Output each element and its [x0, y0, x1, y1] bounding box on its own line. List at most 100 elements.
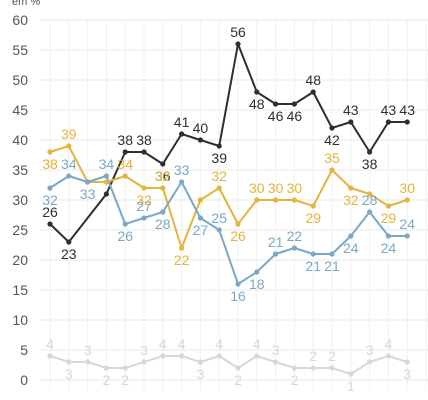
data-label: 46	[287, 108, 303, 124]
data-label: 40	[193, 120, 209, 136]
grid	[40, 19, 428, 390]
data-point	[385, 353, 391, 359]
data-label: 30	[287, 180, 303, 196]
data-point	[348, 119, 354, 125]
y-tick-label: 5	[20, 342, 28, 358]
data-label: 23	[61, 246, 77, 262]
data-point	[160, 353, 166, 359]
data-label: 34	[99, 156, 115, 172]
data-label: 33	[174, 162, 190, 178]
data-label: 30	[249, 180, 265, 196]
data-label: 1	[347, 378, 355, 394]
data-point	[141, 215, 147, 221]
data-label: 4	[159, 336, 167, 352]
data-label: 39	[211, 150, 227, 166]
unit-label: em %	[12, 0, 40, 8]
data-label: 4	[46, 336, 54, 352]
data-label: 28	[362, 192, 378, 208]
data-label: 46	[268, 108, 284, 124]
data-label: 4	[253, 336, 261, 352]
data-label: 29	[305, 210, 321, 226]
data-point	[216, 185, 222, 191]
data-label: 34	[61, 156, 77, 172]
y-tick-label: 25	[12, 222, 28, 238]
data-point	[348, 185, 354, 191]
data-label: 48	[305, 72, 321, 88]
data-point	[404, 233, 410, 239]
data-point	[103, 179, 109, 185]
data-point	[47, 353, 53, 359]
data-point	[273, 251, 279, 257]
data-point	[160, 161, 166, 167]
data-label: 43	[343, 102, 359, 118]
y-tick-label: 15	[12, 282, 28, 298]
data-point	[385, 203, 391, 209]
data-label: 3	[403, 366, 411, 382]
data-point	[235, 281, 241, 287]
data-point	[367, 359, 373, 365]
data-point	[329, 365, 335, 371]
data-label: 4	[215, 336, 223, 352]
data-point	[235, 41, 241, 47]
data-point	[310, 203, 316, 209]
data-label: 24	[343, 240, 359, 256]
data-label: 21	[268, 234, 284, 250]
data-label: 29	[381, 210, 397, 226]
data-point	[291, 197, 297, 203]
data-point	[235, 221, 241, 227]
data-label: 26	[230, 228, 246, 244]
data-point	[179, 179, 185, 185]
y-tick-label: 10	[12, 312, 28, 328]
data-label: 43	[381, 102, 397, 118]
data-point	[197, 215, 203, 221]
data-label: 27	[136, 198, 152, 214]
data-point	[310, 251, 316, 257]
data-point	[329, 125, 335, 131]
data-point	[254, 89, 260, 95]
data-label: 3	[65, 366, 73, 382]
data-label: 3	[140, 342, 148, 358]
data-point	[273, 101, 279, 107]
data-point	[273, 197, 279, 203]
data-label: 30	[268, 180, 284, 196]
data-point	[216, 353, 222, 359]
data-point	[216, 227, 222, 233]
data-point	[329, 167, 335, 173]
data-label: 2	[309, 348, 317, 364]
data-label: 33	[80, 186, 96, 202]
data-label: 30	[399, 180, 415, 196]
data-point	[141, 359, 147, 365]
series-lines	[49, 43, 408, 375]
data-point	[47, 149, 53, 155]
series-points	[47, 41, 410, 377]
data-point	[160, 185, 166, 191]
data-point	[122, 365, 128, 371]
data-label: 21	[305, 258, 321, 274]
data-point	[179, 245, 185, 251]
data-point	[254, 197, 260, 203]
y-tick-label: 55	[12, 42, 28, 58]
data-label: 21	[324, 258, 340, 274]
data-label: 2	[121, 372, 129, 388]
data-point	[385, 233, 391, 239]
data-label: 43	[399, 102, 415, 118]
y-tick-label: 30	[12, 192, 28, 208]
data-point	[310, 365, 316, 371]
data-label: 34	[117, 156, 133, 172]
y-tick-label: 35	[12, 162, 28, 178]
data-point	[66, 359, 72, 365]
y-tick-label: 0	[20, 372, 28, 388]
data-point	[85, 359, 91, 365]
data-label: 3	[197, 366, 205, 382]
data-point	[122, 173, 128, 179]
data-label: 26	[42, 204, 58, 220]
data-label: 2	[103, 372, 111, 388]
data-point	[179, 353, 185, 359]
data-label: 56	[230, 24, 246, 40]
data-label: 32	[155, 168, 171, 184]
data-label: 42	[324, 132, 340, 148]
data-point	[66, 239, 72, 245]
data-label: 16	[230, 288, 246, 304]
data-point	[47, 221, 53, 227]
